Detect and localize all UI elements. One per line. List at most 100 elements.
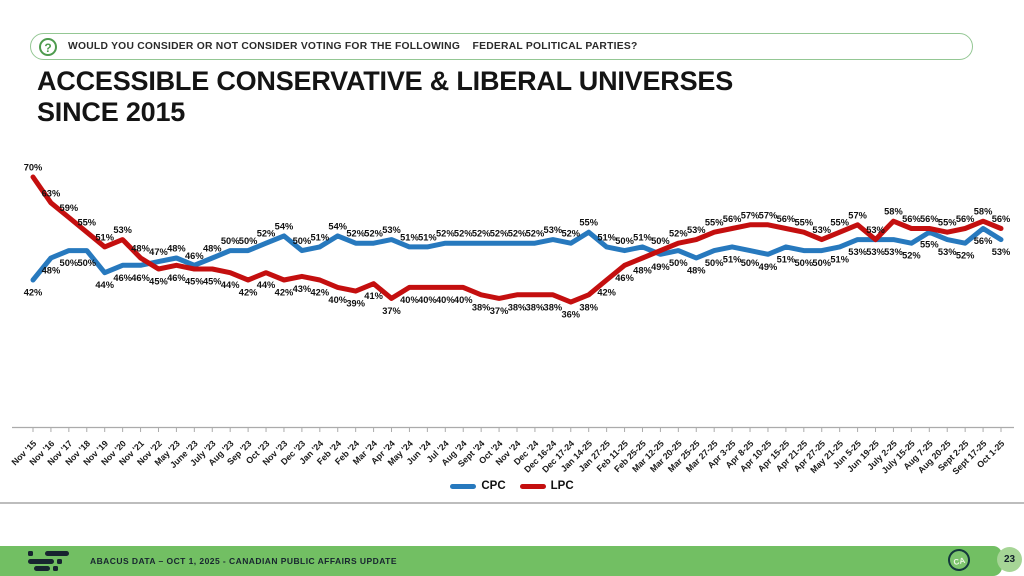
cpc-data-label: 52% <box>472 229 491 239</box>
cpc-data-label: 52% <box>902 251 921 261</box>
lpc-data-label: 38% <box>544 302 563 312</box>
legend-label-cpc: CPC <box>481 480 506 492</box>
lpc-data-label: 40% <box>418 295 437 305</box>
lpc-data-label: 53% <box>687 225 706 235</box>
lpc-data-label: 40% <box>454 295 473 305</box>
lpc-data-label: 37% <box>382 306 401 316</box>
lpc-data-label: 56% <box>902 214 921 224</box>
lpc-data-label: 48% <box>633 265 652 275</box>
lpc-data-label: 55% <box>795 218 814 228</box>
lpc-data-label: 53% <box>113 225 132 235</box>
cpc-line <box>30 226 1004 283</box>
cpc-data-label: 52% <box>490 229 509 239</box>
lpc-data-label: 50% <box>651 236 670 246</box>
cpc-data-label: 48% <box>687 265 706 275</box>
cpc-data-label: 50% <box>812 258 831 268</box>
legend-label-lpc: LPC <box>550 480 574 492</box>
divider-line <box>0 502 1024 504</box>
cpc-data-label: 53% <box>938 247 957 257</box>
lpc-data-label: 38% <box>508 302 527 312</box>
cpc-data-label: 52% <box>526 229 545 239</box>
cpc-data-label: 51% <box>830 254 849 264</box>
lpc-data-label: 53% <box>812 225 831 235</box>
cpc-data-label: 50% <box>293 236 312 246</box>
lpc-data-label: 59% <box>60 203 79 213</box>
cpc-data-label: 47% <box>149 247 168 257</box>
lpc-data-label: 37% <box>490 306 509 316</box>
cpc-data-label: 48% <box>203 243 222 253</box>
lpc-data-label: 45% <box>149 277 168 287</box>
lpc-data-label: 38% <box>472 302 491 312</box>
cpc-data-label: 53% <box>382 225 401 235</box>
lpc-data-label: 55% <box>938 218 957 228</box>
lpc-data-label: 52% <box>669 229 688 239</box>
lpc-data-label: 57% <box>848 210 867 220</box>
lpc-line <box>30 174 1004 305</box>
cpc-data-label: 50% <box>239 236 258 246</box>
lpc-data-label: 57% <box>741 210 760 220</box>
lpc-data-label: 42% <box>311 288 330 298</box>
page-title: ACCESSIBLE CONSERVATIVE & LIBERAL UNIVER… <box>37 66 733 128</box>
lpc-data-label: 39% <box>346 299 365 309</box>
lpc-data-label: 58% <box>884 207 903 217</box>
cpc-data-label: 52% <box>436 229 455 239</box>
lpc-data-label: 51% <box>95 232 114 242</box>
cpc-data-label: 50% <box>60 258 79 268</box>
cpc-data-label: 53% <box>848 247 867 257</box>
lpc-data-label: 43% <box>293 284 312 294</box>
cpc-data-label: 52% <box>561 229 580 239</box>
cpc-data-label: 50% <box>795 258 814 268</box>
cpc-data-label: 56% <box>974 236 993 246</box>
lpc-data-label: 46% <box>167 273 186 283</box>
cpc-data-label: 50% <box>669 258 688 268</box>
page-title-line1: ACCESSIBLE CONSERVATIVE & LIBERAL UNIVER… <box>37 66 734 96</box>
cpc-data-label: 50% <box>221 236 240 246</box>
lpc-data-label: 57% <box>759 210 778 220</box>
cpc-data-label: 49% <box>651 262 670 272</box>
cpc-data-label: 55% <box>579 218 598 228</box>
cpc-data-label: 53% <box>992 247 1011 257</box>
question-text: WOULD YOU CONSIDER OR NOT CONSIDER VOTIN… <box>68 41 638 52</box>
cpc-data-label: 52% <box>454 229 473 239</box>
cpc-data-label: 48% <box>167 243 186 253</box>
cpc-data-label: 51% <box>777 254 796 264</box>
ca-logo-icon: CA <box>945 546 973 574</box>
lpc-data-label: 55% <box>705 218 724 228</box>
cpc-data-label: 52% <box>364 229 383 239</box>
lpc-data-label: 56% <box>920 214 939 224</box>
page-number-badge: 23 <box>997 547 1022 572</box>
cpc-data-label: 48% <box>42 265 61 275</box>
lpc-data-label: 55% <box>77 218 96 228</box>
cpc-data-label: 51% <box>418 232 437 242</box>
cpc-data-label: 52% <box>508 229 527 239</box>
cpc-data-label: 50% <box>741 258 760 268</box>
cpc-data-label: 52% <box>257 229 276 239</box>
cpc-data-label: 50% <box>77 258 96 268</box>
legend-item-lpc: LPC <box>519 480 574 492</box>
lpc-data-label: 56% <box>723 214 742 224</box>
cpc-data-label: 50% <box>615 236 634 246</box>
lpc-data-label: 36% <box>561 310 580 320</box>
lpc-data-label: 40% <box>436 295 455 305</box>
cpc-data-label: 44% <box>95 280 114 290</box>
lpc-data-label: 42% <box>239 288 258 298</box>
lpc-data-label: 42% <box>597 288 616 298</box>
lpc-data-label: 46% <box>615 273 634 283</box>
abacus-data-logo-icon <box>28 551 76 571</box>
cpc-data-label: 53% <box>866 247 885 257</box>
lpc-data-label: 70% <box>24 163 43 173</box>
question-mark-icon: ? <box>39 37 57 56</box>
cpc-line-swatch <box>450 483 477 489</box>
lpc-data-label: 56% <box>777 214 796 224</box>
lpc-data-label: 40% <box>328 295 347 305</box>
cpc-data-label: 51% <box>597 232 616 242</box>
cpc-data-label: 52% <box>956 251 975 261</box>
cpc-data-label: 51% <box>311 232 330 242</box>
legend-item-cpc: CPC <box>450 480 506 492</box>
cpc-data-label: 51% <box>723 254 742 264</box>
lpc-data-label: 38% <box>579 302 598 312</box>
lpc-data-label: 44% <box>221 280 240 290</box>
question-bar: ? WOULD YOU CONSIDER OR NOT CONSIDER VOT… <box>30 33 973 60</box>
chart-legend: CPC LPC <box>0 480 1024 492</box>
